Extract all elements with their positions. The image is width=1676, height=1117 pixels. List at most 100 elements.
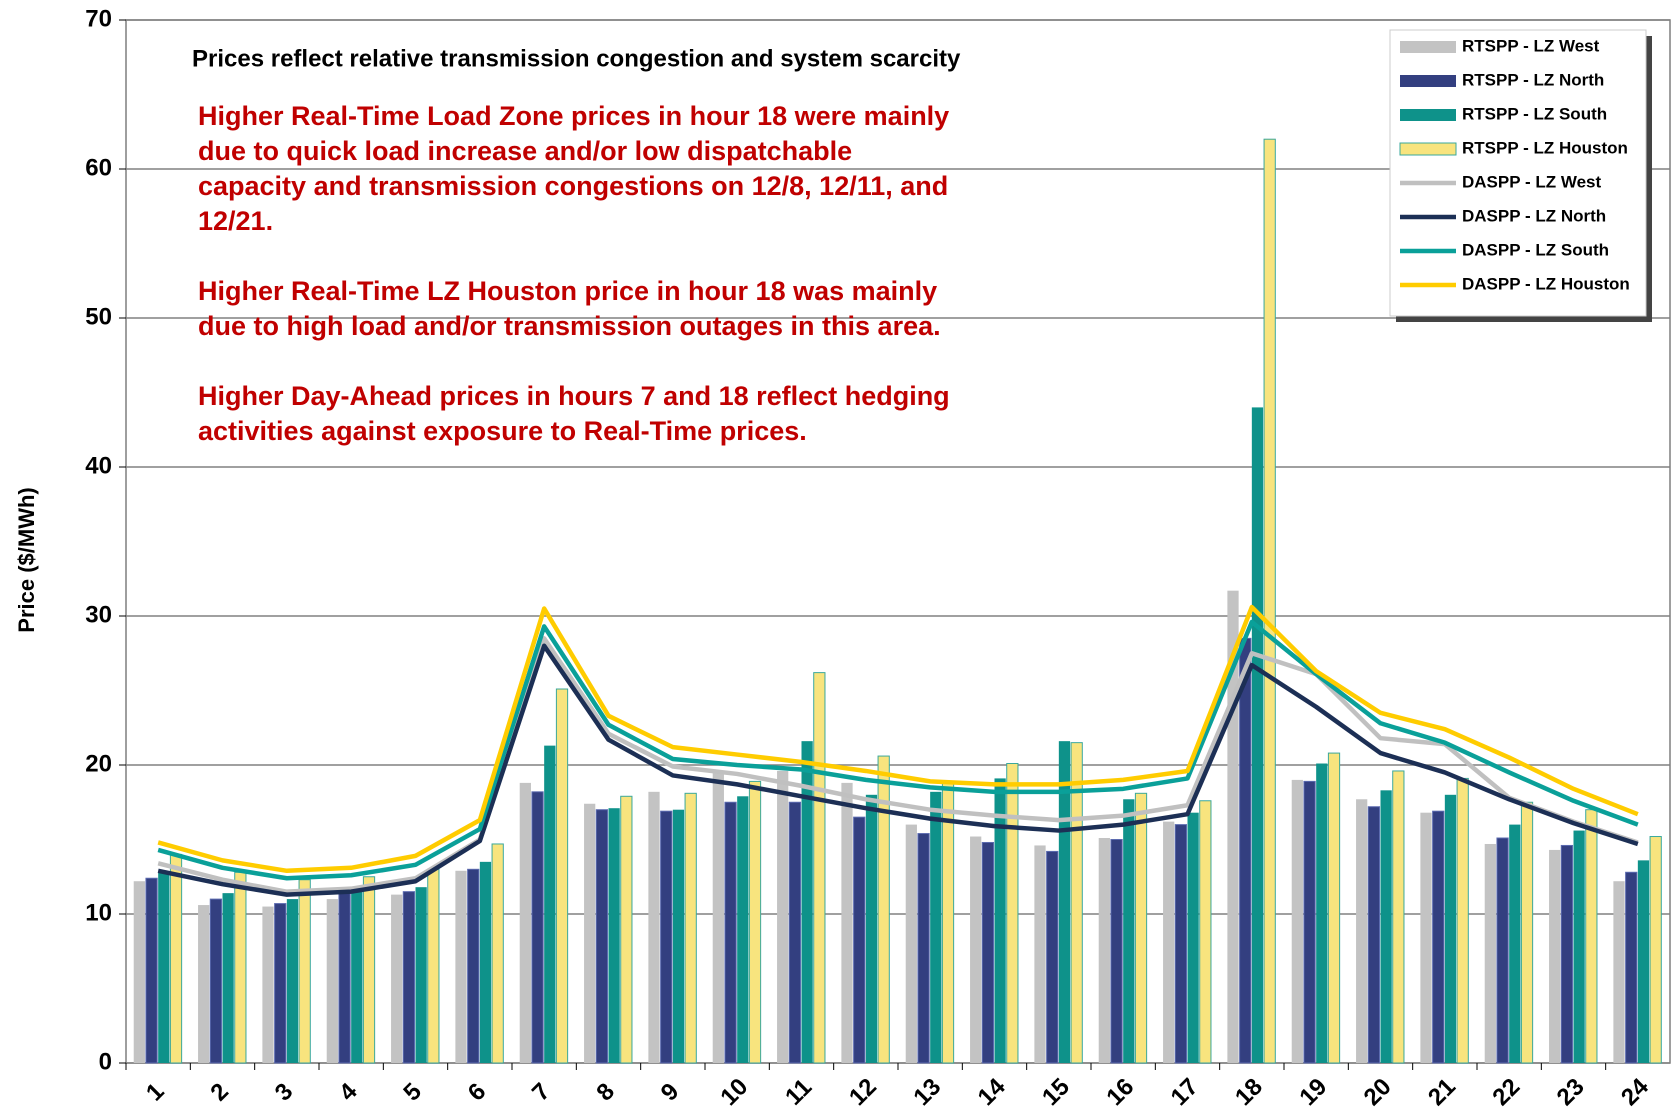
annotation: due to high load and/or transmission out… (198, 311, 941, 341)
bar (455, 870, 467, 1063)
bar (351, 891, 363, 1063)
bar (1520, 801, 1534, 1064)
bar (1380, 790, 1392, 1063)
x-tick-label: 7 (527, 1078, 556, 1107)
x-tick-label: 18 (1230, 1073, 1268, 1111)
x-tick-label: 1 (141, 1078, 170, 1107)
bar (1123, 799, 1135, 1063)
bar (145, 877, 158, 1064)
bar (724, 801, 737, 1064)
bar (1303, 780, 1316, 1064)
bar (1070, 742, 1083, 1064)
bar (801, 741, 813, 1063)
bar (788, 801, 802, 1064)
bar (1174, 824, 1188, 1064)
line (157, 604, 1639, 874)
bar (941, 782, 955, 1064)
annotation: activities against exposure to Real-Time… (198, 416, 807, 446)
bar (620, 795, 633, 1064)
annotation: Higher Day-Ahead prices in hours 7 and 1… (198, 381, 950, 411)
x-tick-label: 14 (973, 1073, 1011, 1111)
annotation: 12/21. (198, 206, 273, 236)
bar (467, 868, 480, 1064)
bar (326, 899, 338, 1063)
bar (1199, 800, 1212, 1064)
bar (1367, 806, 1381, 1064)
bar (1484, 843, 1496, 1063)
annotation: Higher Real-Time LZ Houston price in hou… (198, 276, 937, 306)
x-tick-label: 3 (270, 1078, 299, 1107)
legend-label: RTSPP - LZ North (1462, 70, 1604, 89)
x-tick-label: 22 (1487, 1073, 1525, 1111)
bar (1496, 837, 1509, 1064)
y-tick-label: 10 (85, 899, 112, 926)
x-tick-label: 12 (844, 1073, 882, 1111)
bar (1291, 779, 1303, 1063)
annotation: Higher Real-Time Load Zone prices in hou… (198, 101, 949, 131)
bar (917, 833, 930, 1064)
bar (813, 672, 826, 1064)
bar (748, 780, 762, 1064)
y-tick-label: 50 (85, 303, 112, 330)
bar (234, 871, 247, 1064)
x-tick-label: 4 (334, 1077, 363, 1106)
legend-label: RTSPP - LZ Houston (1462, 138, 1628, 157)
bar (1432, 810, 1445, 1064)
bar (584, 803, 596, 1063)
bar (1327, 752, 1341, 1064)
line (157, 619, 1639, 881)
bar (1187, 812, 1199, 1063)
bar (1444, 794, 1457, 1063)
bar (853, 816, 866, 1064)
x-tick-label: 17 (1166, 1073, 1204, 1111)
bar (1637, 860, 1650, 1063)
bar (544, 745, 556, 1063)
bar (479, 861, 492, 1063)
bar (1239, 637, 1252, 1064)
bar (415, 887, 427, 1063)
bar (1163, 821, 1175, 1063)
x-tick-label: 8 (591, 1078, 620, 1107)
x-tick-label: 15 (1037, 1073, 1075, 1111)
bar (198, 905, 210, 1063)
bar (981, 841, 995, 1064)
x-tick-label: 23 (1552, 1073, 1590, 1111)
bar (1006, 763, 1019, 1064)
x-tick-label: 6 (463, 1078, 492, 1107)
bar (286, 899, 299, 1063)
legend-label: DASPP - LZ South (1462, 240, 1609, 259)
legend-label: DASPP - LZ North (1462, 206, 1606, 225)
bar (158, 872, 170, 1063)
bar (777, 770, 789, 1063)
line (157, 636, 1639, 894)
bar (391, 894, 403, 1063)
legend-swatch (1400, 41, 1456, 53)
bar (1098, 838, 1110, 1063)
legend-label: RTSPP - LZ West (1462, 36, 1600, 55)
bar (865, 794, 878, 1063)
bar (274, 903, 287, 1064)
bar (169, 853, 183, 1064)
bar (1585, 809, 1598, 1064)
x-tick-label: 21 (1423, 1073, 1461, 1111)
y-tick-label: 40 (85, 452, 112, 479)
bar (684, 792, 697, 1064)
y-tick-label: 70 (85, 5, 112, 32)
legend-label: DASPP - LZ West (1462, 172, 1602, 191)
bar (1560, 844, 1574, 1064)
bar (519, 782, 531, 1063)
bar (1316, 763, 1328, 1063)
bar (1263, 138, 1276, 1064)
line (157, 643, 1639, 897)
legend-swatch (1400, 109, 1456, 121)
bar (1420, 812, 1432, 1063)
bar (737, 796, 749, 1063)
legend-label: RTSPP - LZ South (1462, 104, 1607, 123)
y-tick-label: 20 (85, 750, 112, 777)
bar (402, 891, 416, 1064)
bar (1649, 836, 1662, 1064)
bar (905, 824, 917, 1063)
bar (1251, 407, 1264, 1063)
bar (608, 808, 620, 1063)
legend-swatch (1400, 75, 1456, 87)
